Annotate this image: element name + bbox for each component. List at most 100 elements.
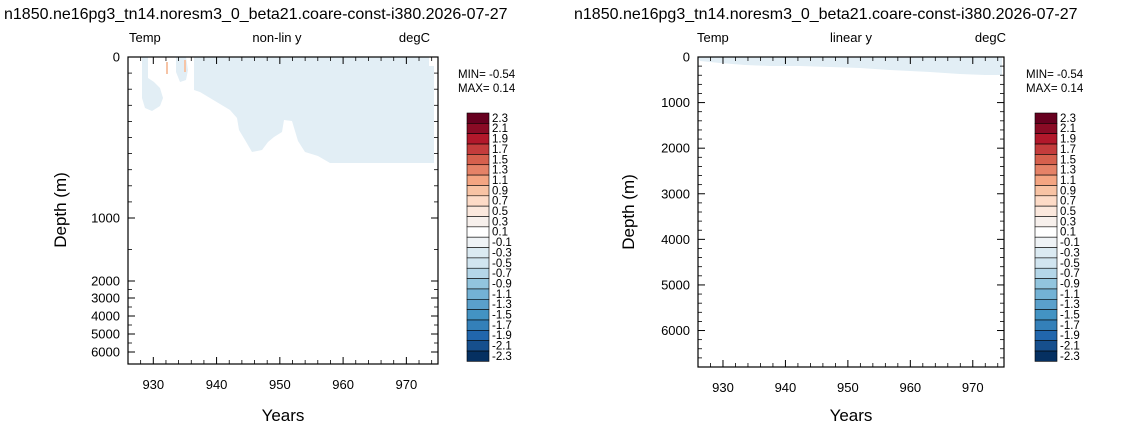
colorbar-label: -1.9 [1060, 330, 1080, 342]
x-tick-label: 960 [899, 380, 921, 395]
colorbar-label: -0.5 [1060, 258, 1080, 270]
colorbar-swatch [1034, 350, 1058, 362]
colorbar-swatch [466, 267, 490, 279]
left-variable-label: Temp [129, 30, 161, 45]
colorbar-swatch [1034, 330, 1058, 342]
colorbar-label: -0.1 [1060, 237, 1080, 249]
left-warm-streak-2 [184, 60, 186, 72]
y-tick-label: 6000 [91, 345, 120, 360]
colorbar-label: -2.3 [1060, 351, 1080, 363]
right-y-axis: 0 1000 2000 3000 4000 5000 6000 [661, 50, 1004, 368]
colorbar-label: 0.5 [1060, 206, 1076, 218]
colorbar-label: -0.3 [1060, 247, 1080, 259]
colorbar-label: -1.3 [492, 299, 512, 311]
left-y-axis-title: Depth (m) [51, 172, 70, 248]
colorbar-swatch [1034, 288, 1058, 300]
left-panel-title: n1850.ne16pg3_tn14.noresm3_0_beta21.coar… [4, 6, 508, 23]
x-tick-label: 940 [206, 377, 228, 392]
colorbar-swatch [466, 185, 490, 197]
colorbar-swatch [466, 288, 490, 300]
right-panel-title: n1850.ne16pg3_tn14.noresm3_0_beta21.coar… [574, 6, 1078, 23]
right-panel: n1850.ne16pg3_tn14.noresm3_0_beta21.coar… [574, 6, 1084, 425]
colorbar-swatch [466, 174, 490, 186]
colorbar-label: -1.9 [492, 330, 512, 342]
y-tick-label: 1000 [91, 211, 120, 226]
colorbar-label: -0.3 [492, 247, 512, 259]
colorbar-label: 2.3 [1060, 113, 1076, 125]
colorbar-swatch [1034, 340, 1058, 352]
colorbar-swatch [466, 247, 490, 259]
colorbar-label: 2.1 [492, 123, 508, 135]
colorbar-label: -0.1 [492, 237, 512, 249]
colorbar-label: 2.1 [1060, 123, 1076, 135]
colorbar-label: 1.7 [492, 144, 508, 156]
colorbar-swatch [1034, 143, 1058, 155]
left-anomaly-region [142, 57, 163, 111]
colorbar-label: 1.1 [1060, 175, 1076, 187]
colorbar-swatch [1034, 195, 1058, 207]
colorbar-swatch [466, 319, 490, 331]
colorbar-swatch [1034, 278, 1058, 290]
left-plot-frame [127, 56, 439, 365]
colorbar-swatch [1034, 174, 1058, 186]
x-tick-label: 970 [962, 380, 984, 395]
colorbar-label: -2.3 [492, 351, 512, 363]
colorbar-swatch [1034, 205, 1058, 217]
y-tick-label: 0 [113, 50, 120, 65]
colorbar-swatch [1034, 133, 1058, 145]
colorbar-label: 1.5 [1060, 154, 1076, 166]
colorbar-label: 0.3 [492, 216, 508, 228]
colorbar-label: 0.9 [1060, 185, 1076, 197]
colorbar-swatch [466, 133, 490, 145]
colorbar-swatch [466, 350, 490, 362]
colorbar-swatch [1034, 319, 1058, 331]
left-min-label: MIN= -0.54 [458, 69, 516, 81]
right-contour-field [698, 57, 1002, 75]
left-anomaly-region-main [194, 57, 434, 163]
right-y-axis-title: Depth (m) [619, 174, 638, 250]
colorbar-swatch [466, 154, 490, 166]
colorbar-label: 0.1 [1060, 227, 1076, 239]
y-tick-label: 2000 [91, 274, 120, 289]
right-max-label: MAX= 0.14 [1026, 83, 1084, 95]
colorbar-label: 2.3 [492, 113, 508, 125]
colorbar-label: 0.5 [492, 206, 508, 218]
colorbar-swatch [1034, 112, 1058, 124]
colorbar-label: -1.3 [1060, 299, 1080, 311]
x-tick-label: 950 [269, 377, 291, 392]
colorbar-swatch [1034, 226, 1058, 238]
colorbar-swatch [466, 205, 490, 217]
colorbar-swatch [466, 216, 490, 228]
x-tick-label: 950 [837, 380, 859, 395]
y-tick-label: 2000 [661, 141, 690, 156]
colorbar-swatch [1034, 123, 1058, 134]
colorbar-label: -2.1 [492, 341, 512, 353]
right-scale-label: linear y [830, 30, 872, 45]
colorbar-label: -1.7 [492, 320, 512, 332]
right-variable-label: Temp [697, 30, 729, 45]
colorbar-label: -0.7 [492, 268, 512, 280]
x-tick-label: 970 [396, 377, 418, 392]
colorbar-label: -1.5 [492, 310, 512, 322]
colorbar-label: -1.1 [492, 289, 512, 301]
x-tick-label: 930 [712, 380, 734, 395]
colorbar-swatch [466, 164, 490, 176]
right-x-axis: 930 940 950 960 970 [697, 57, 999, 395]
left-x-axis-title: Years [262, 406, 305, 425]
y-tick-label: 4000 [91, 309, 120, 324]
right-colorbar: 2.32.11.91.71.51.31.10.90.70.50.30.1-0.1… [1034, 112, 1080, 363]
colorbar-label: 1.9 [1060, 134, 1076, 146]
left-x-axis: 930 940 950 960 970 [127, 57, 433, 392]
colorbar-label: -0.5 [492, 258, 512, 270]
colorbar-label: 1.5 [492, 154, 508, 166]
colorbar-label: 0.9 [492, 185, 508, 197]
colorbar-label: -2.1 [1060, 341, 1080, 353]
y-tick-label: 4000 [661, 232, 690, 247]
x-tick-label: 930 [142, 377, 164, 392]
colorbar-swatch [466, 278, 490, 290]
left-units-label: degC [399, 30, 430, 45]
colorbar-label: 0.7 [1060, 196, 1076, 208]
y-tick-label: 3000 [661, 186, 690, 201]
left-cool-pocket [176, 57, 188, 82]
